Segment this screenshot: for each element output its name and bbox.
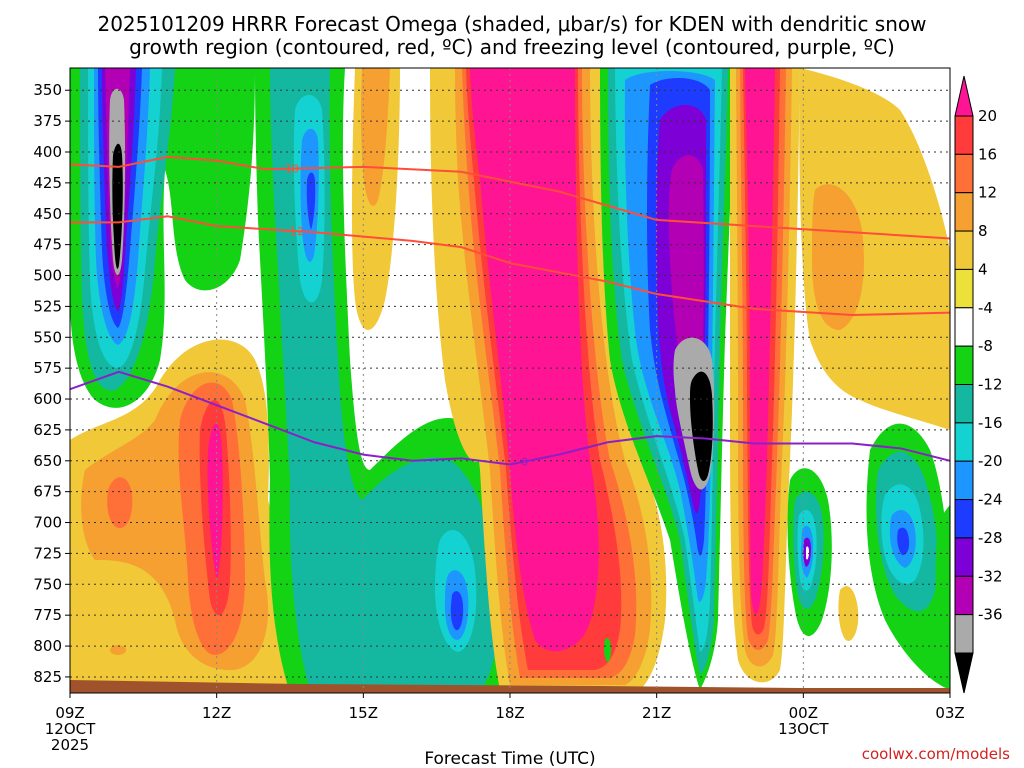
colorbar-label: -28 [978, 529, 1003, 547]
contour-label: -12 [286, 225, 304, 238]
y-tick-label: 550 [33, 328, 62, 346]
colorbar-segment [954, 499, 974, 539]
y-axis: 350 375 400 425 450 475 500 525 550 575 600 625 650 6… [33, 81, 70, 686]
y-tick-label: 650 [33, 452, 62, 470]
contour-lines: -18 -12 0 [70, 155, 950, 469]
y-tick-label: 475 [33, 236, 62, 254]
colorbar-segment [954, 614, 974, 654]
dgz-contour-0 [70, 155, 950, 240]
y-tick-label: 625 [33, 421, 62, 439]
y-tick-label: 775 [33, 606, 62, 624]
x-tick-label: 21Z [642, 704, 671, 722]
colorbar-label: -32 [978, 567, 1003, 585]
colorbar-segment [954, 192, 974, 232]
x-tick-year: 2025 [51, 736, 89, 754]
colorbar-label: 12 [978, 184, 997, 202]
x-tick-label: 09Z [55, 704, 84, 722]
colorbar-label: 8 [978, 222, 988, 240]
colorbar-label: -4 [978, 299, 993, 317]
y-tick-label: 500 [33, 267, 62, 285]
colorbar-label: -36 [978, 606, 1003, 624]
x-tick-date: 13OCT [778, 720, 829, 738]
colorbar-label: -12 [978, 376, 1003, 394]
omega-shading [70, 68, 950, 693]
credit-text: coolwx.com/models [862, 745, 1010, 763]
colorbar-segment [954, 460, 974, 501]
x-tick-label: 03Z [935, 704, 964, 722]
colorbar-bottom-arrow [954, 652, 974, 694]
colorbar-segment [954, 268, 974, 309]
colorbar-segment [954, 345, 974, 385]
colorbar-segment [954, 153, 974, 194]
x-tick-label: 00Z [789, 704, 818, 722]
contour-label: -18 [281, 163, 299, 176]
y-tick-label: 700 [33, 514, 62, 532]
x-tick-label: 12Z [202, 704, 231, 722]
colorbar-segment [954, 537, 974, 577]
colorbar: 20 16 12 8 4 -4 -8 -12 -16 -20 -24 -28 -32 -36 [954, 75, 1003, 694]
chart-title-line1: 2025101209 HRRR Forecast Omega (shaded, … [97, 12, 926, 36]
chart-title-line2: growth region (contoured, red, ºC) and f… [129, 35, 895, 59]
y-tick-label: 825 [33, 668, 62, 686]
colorbar-segment [954, 384, 974, 424]
y-tick-label: 600 [33, 390, 62, 408]
contour-label: 0 [521, 456, 528, 469]
x-axis-label: Forecast Time (UTC) [424, 749, 595, 768]
colorbar-label: 20 [978, 107, 997, 125]
dgz-contour-1 [70, 215, 950, 317]
freezing-level-contour [70, 370, 950, 466]
y-tick-label: 350 [33, 81, 62, 99]
y-tick-label: 525 [33, 297, 62, 315]
y-tick-label: 575 [33, 359, 62, 377]
y-tick-label: 750 [33, 575, 62, 593]
y-tick-label: 800 [33, 637, 62, 655]
y-tick-label: 375 [33, 112, 62, 130]
y-tick-label: 425 [33, 174, 62, 192]
colorbar-segment [954, 422, 974, 462]
x-tick-label: 15Z [349, 704, 378, 722]
x-tick-label: 18Z [495, 704, 524, 722]
colorbar-segment [954, 575, 974, 616]
y-tick-label: 450 [33, 205, 62, 223]
colorbar-segment [954, 230, 974, 270]
colorbar-label: 16 [978, 145, 997, 163]
colorbar-segment [954, 307, 974, 347]
colorbar-label: -8 [978, 337, 993, 355]
colorbar-label: 4 [978, 260, 988, 278]
y-tick-label: 725 [33, 544, 62, 562]
y-tick-label: 400 [33, 143, 62, 161]
colorbar-label: -24 [978, 491, 1003, 509]
x-tick-date: 12OCT [45, 720, 96, 738]
colorbar-label: -20 [978, 452, 1003, 470]
y-tick-label: 675 [33, 483, 62, 501]
colorbar-segment [954, 115, 974, 155]
colorbar-label: -16 [978, 414, 1003, 432]
colorbar-top-arrow [954, 75, 974, 117]
